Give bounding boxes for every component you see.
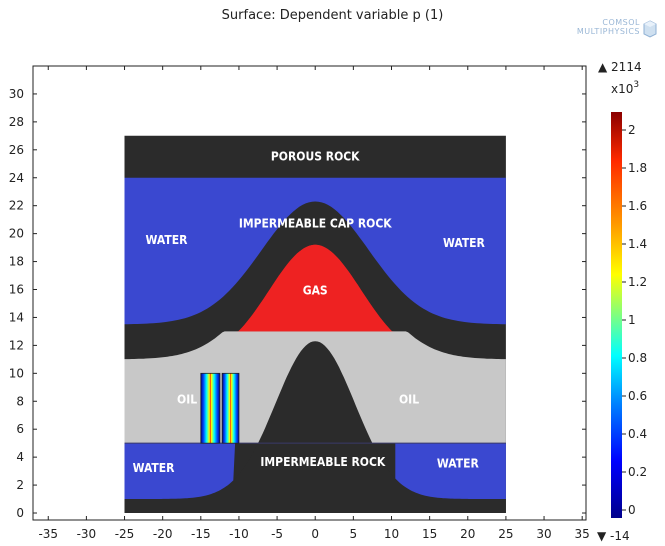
y-tick-label: 12 <box>9 338 24 352</box>
colorbar-tick-label: 1.4 <box>628 237 647 251</box>
oil-right-label: OIL <box>399 392 419 406</box>
x-tick-label: 5 <box>350 527 358 541</box>
water-lower-left-label: WATER <box>133 461 176 475</box>
well-1 <box>200 372 221 444</box>
y-tick-label: 14 <box>9 310 24 324</box>
y-tick-label: 30 <box>9 87 24 101</box>
x-tick-label: 30 <box>536 527 551 541</box>
water-lower-right <box>395 443 506 499</box>
reservoir-domain <box>124 135 506 514</box>
x-tick-label: 20 <box>460 527 475 541</box>
impermeable-rock-label: IMPERMEABLE ROCK <box>260 455 385 469</box>
well-2 <box>221 372 240 444</box>
logo-cube-icon <box>643 20 657 38</box>
y-tick-label: 28 <box>9 115 24 129</box>
y-tick-label: 0 <box>16 506 24 520</box>
plot-frame <box>32 65 587 521</box>
colorbar-multiplier: x103 <box>611 80 639 96</box>
colorbar: ▲ 2114 x103 21.81.61.41.210.80.60.40.20 … <box>597 60 647 543</box>
y-tick-label: 24 <box>9 171 24 185</box>
y-tick-label: 10 <box>9 366 24 380</box>
x-tick-label: 0 <box>311 527 319 541</box>
impermeable-rock <box>124 341 506 513</box>
colorbar-gradient <box>611 112 622 518</box>
colorbar-tick-label: 2 <box>628 123 636 137</box>
y-tick-label: 8 <box>16 394 24 408</box>
x-tick-label: 15 <box>422 527 437 541</box>
comsol-logo: COMSOL MULTIPHYSICS <box>560 18 640 36</box>
y-tick-label: 26 <box>9 143 24 157</box>
y-tick-label: 4 <box>16 450 24 464</box>
water-lower-left <box>124 443 236 499</box>
colorbar-max-label: ▲ 2114 <box>598 60 642 74</box>
y-tick-label: 18 <box>9 255 24 269</box>
colorbar-tick-label: 1.6 <box>628 199 647 213</box>
porous-rock-label: POROUS ROCK <box>271 149 360 163</box>
plot-title: Surface: Dependent variable p (1) <box>221 8 444 23</box>
logo-text-line1: COMSOL <box>602 18 640 27</box>
x-axis: -35 -30 -25 -20 -15 -10 -5 0 5 10 15 20 25 30 35 <box>38 66 590 541</box>
water-upper-right-label: WATER <box>443 236 486 250</box>
y-tick-label: 2 <box>16 478 24 492</box>
colorbar-min-label: ▼ -14 <box>597 529 630 543</box>
x-tick-label: -25 <box>115 527 135 541</box>
colorbar-tick-label: 0 <box>628 503 636 517</box>
logo-text-line2: MULTIPHYSICS <box>576 27 640 36</box>
y-tick-label: 6 <box>16 422 24 436</box>
y-tick-label: 20 <box>9 227 24 241</box>
colorbar-tick-label: 0.6 <box>628 389 647 403</box>
colorbar-tick-label: 1.8 <box>628 161 647 175</box>
x-tick-label: -10 <box>229 527 249 541</box>
colorbar-tick-label: 0.4 <box>628 427 647 441</box>
gas-region-top <box>234 244 397 332</box>
x-tick-label: 25 <box>498 527 513 541</box>
colorbar-tick-label: 0.2 <box>628 465 647 479</box>
water-upper-left-label: WATER <box>146 233 189 247</box>
colorbar-tick-label: 1.2 <box>628 275 647 289</box>
water-upper <box>124 177 506 325</box>
x-tick-label: -5 <box>271 527 283 541</box>
colorbar-tick-label: 1 <box>628 313 636 327</box>
cap-rock-label: IMPERMEABLE CAP ROCK <box>239 216 392 230</box>
y-tick-label: 16 <box>9 283 24 297</box>
x-tick-label: -35 <box>38 527 58 541</box>
colorbar-tick-label: 0.8 <box>628 351 647 365</box>
region-labels: POROUS ROCK IMPERMEABLE CAP ROCK WATER WATE… <box>133 149 486 475</box>
gas-label: GAS <box>303 283 328 297</box>
x-tick-label: 10 <box>384 527 399 541</box>
oil-left-label: OIL <box>177 392 197 406</box>
x-tick-label: -30 <box>77 527 97 541</box>
water-lower-right-label: WATER <box>437 457 480 471</box>
y-tick-label: 22 <box>9 199 24 213</box>
x-tick-label: -15 <box>191 527 211 541</box>
x-tick-label: 35 <box>575 527 590 541</box>
x-tick-label: -20 <box>153 527 173 541</box>
